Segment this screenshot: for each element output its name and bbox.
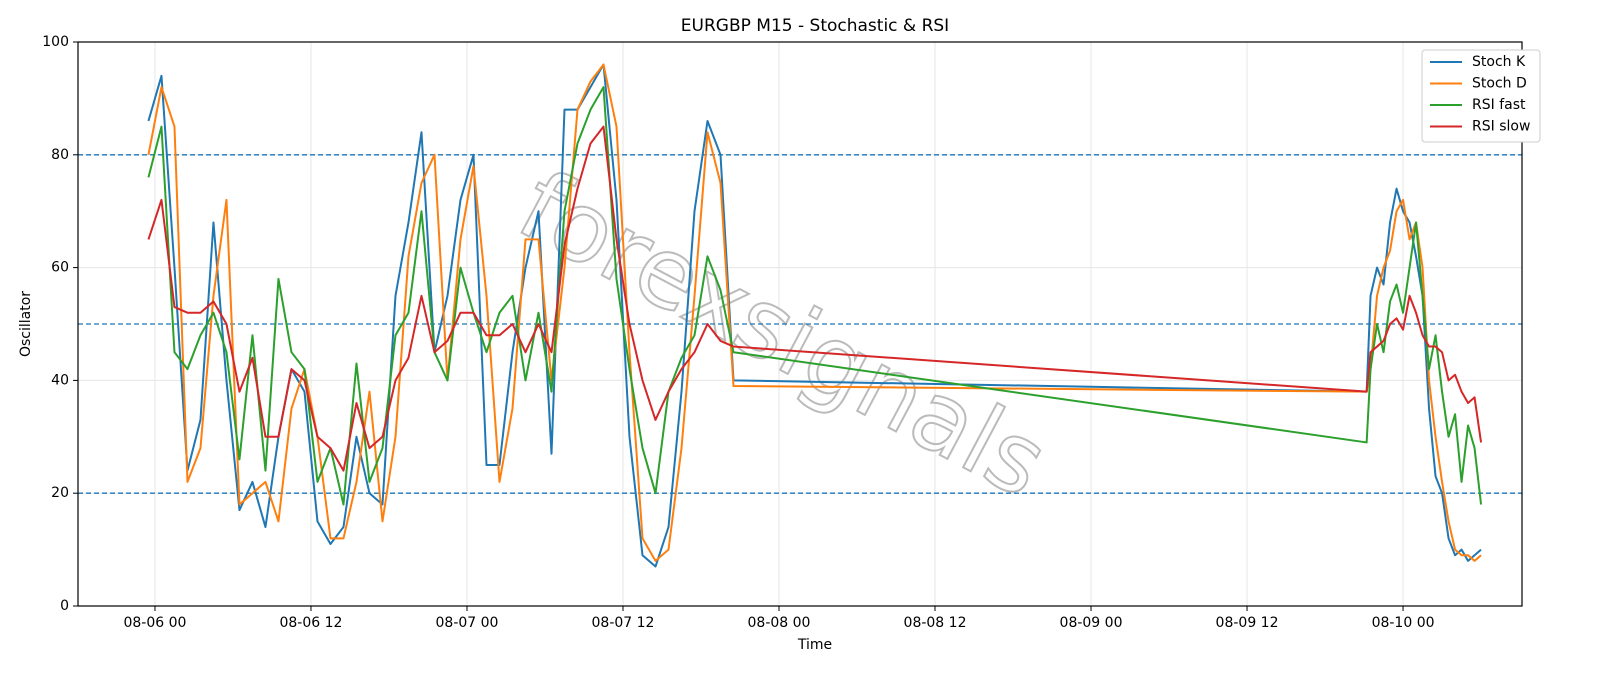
legend-label: RSI fast bbox=[1472, 97, 1526, 113]
y-tick-label: 40 bbox=[51, 372, 69, 388]
plot-frame bbox=[77, 41, 1523, 607]
y-tick-label: 80 bbox=[51, 147, 69, 163]
x-tick-label: 08-09 00 bbox=[1060, 615, 1123, 631]
legend-box bbox=[1421, 49, 1541, 143]
x-tick-label: 08-08 00 bbox=[748, 615, 811, 631]
legend-label: Stoch K bbox=[1472, 54, 1526, 70]
y-tick-label: 20 bbox=[51, 485, 69, 501]
legend-label: RSI slow bbox=[1472, 119, 1530, 135]
y-tick-label: 100 bbox=[42, 34, 69, 50]
x-tick-label: 08-08 12 bbox=[904, 615, 967, 631]
series-line bbox=[147, 86, 1483, 506]
x-tick-label: 08-09 12 bbox=[1216, 615, 1279, 631]
y-tick-label: 0 bbox=[60, 598, 69, 614]
watermark: forexsignals bbox=[502, 149, 1065, 519]
x-tick-label: 08-07 12 bbox=[592, 615, 655, 631]
x-tick-label: 08-07 00 bbox=[436, 615, 499, 631]
x-tick-label: 08-06 00 bbox=[123, 615, 186, 631]
chart-title: EURGBP M15 - Stochastic & RSI bbox=[681, 16, 949, 36]
series-line bbox=[147, 63, 1482, 562]
y-axis-label: Oscillator bbox=[18, 291, 34, 357]
series-line bbox=[147, 125, 1483, 472]
x-axis-label: Time bbox=[797, 637, 832, 653]
x-tick-label: 08-10 00 bbox=[1372, 615, 1435, 631]
x-tick-label: 08-06 12 bbox=[279, 615, 342, 631]
legend-label: Stoch D bbox=[1472, 76, 1527, 92]
y-tick-label: 60 bbox=[51, 260, 69, 276]
